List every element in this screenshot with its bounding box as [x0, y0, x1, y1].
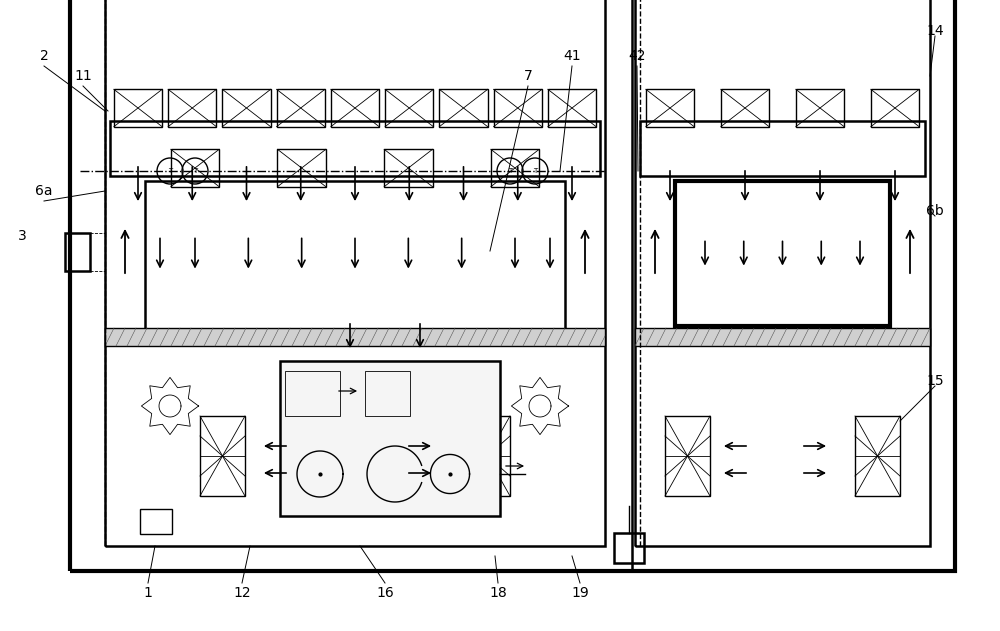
Text: 18: 18 [489, 586, 507, 600]
Bar [385, 90, 433, 127]
Bar [105, 328, 605, 346]
Bar [796, 90, 844, 127]
Bar [277, 90, 325, 127]
Bar [646, 90, 694, 127]
Text: T: T [168, 168, 172, 174]
Bar [721, 90, 769, 127]
Text: 7: 7 [524, 69, 532, 83]
Bar [168, 90, 216, 127]
Bar [70, 0, 955, 571]
Text: 41: 41 [563, 49, 581, 63]
Bar [280, 361, 500, 516]
Bar [145, 181, 565, 336]
Bar [171, 150, 219, 187]
Bar [640, 121, 925, 176]
Text: 2: 2 [40, 49, 48, 63]
Bar [439, 90, 488, 127]
Bar [871, 90, 919, 127]
Text: 42: 42 [628, 49, 646, 63]
Bar [331, 90, 379, 127]
Text: T: T [533, 168, 537, 174]
Bar [665, 416, 710, 496]
Bar [855, 416, 900, 496]
Bar [285, 371, 340, 416]
Bar [277, 150, 326, 187]
Bar [365, 371, 410, 416]
Text: 15: 15 [926, 374, 944, 388]
Text: 16: 16 [376, 586, 394, 600]
Text: 6a: 6a [35, 184, 53, 198]
Bar [494, 90, 542, 127]
Text: 3: 3 [18, 229, 26, 243]
Text: 14: 14 [926, 24, 944, 38]
Bar [635, 0, 930, 546]
Bar [635, 328, 930, 346]
Text: 1: 1 [144, 586, 152, 600]
Bar [465, 416, 510, 496]
Bar [614, 533, 644, 563]
Bar [105, 0, 605, 546]
Text: T: T [193, 168, 197, 174]
Bar [65, 233, 90, 271]
Bar [491, 150, 539, 187]
Bar [200, 416, 245, 496]
Bar [110, 121, 600, 176]
Text: 11: 11 [74, 69, 92, 83]
Text: 12: 12 [233, 586, 251, 600]
Bar [140, 509, 172, 534]
Bar [222, 90, 271, 127]
Bar [384, 150, 433, 187]
Text: 19: 19 [571, 586, 589, 600]
Text: 6b: 6b [926, 204, 944, 218]
Bar [114, 90, 162, 127]
Bar [675, 181, 890, 326]
Bar [548, 90, 596, 127]
Text: T: T [508, 168, 512, 174]
